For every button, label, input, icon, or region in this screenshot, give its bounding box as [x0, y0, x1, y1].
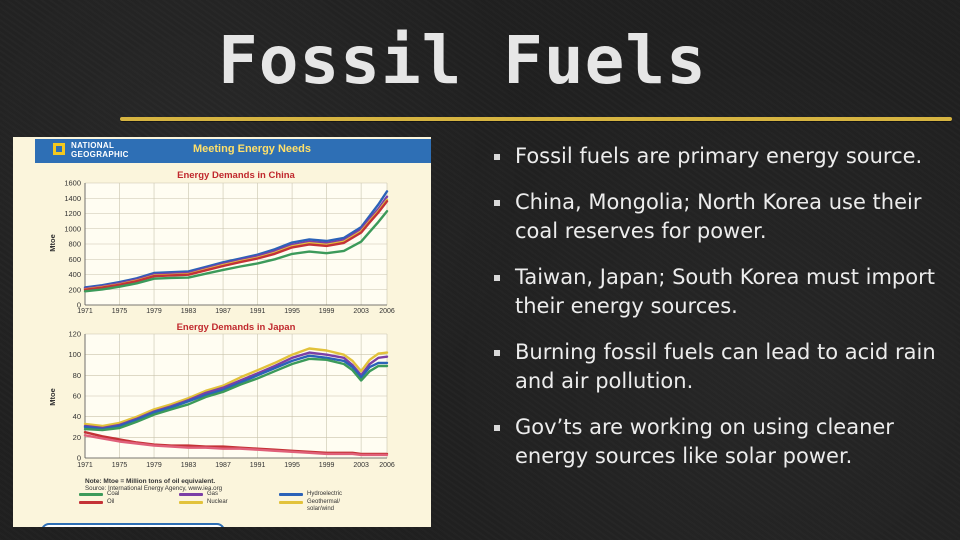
y-tick-label: 1400 [64, 194, 81, 203]
bullet-item: China, Mongolia; North Korea use their c… [494, 188, 944, 246]
y-tick-label: 800 [68, 240, 81, 249]
figure-source: Source: International Energy Agency, www… [85, 485, 223, 492]
bullet-text: China, Mongolia; North Korea use their c… [515, 190, 922, 243]
figure-bottom-tab [41, 523, 225, 527]
title-underline [120, 117, 952, 121]
y-tick-label: 100 [68, 350, 81, 359]
bullet-square-icon [494, 154, 500, 160]
bullet-item: Taiwan, Japan; South Korea must import t… [494, 263, 944, 321]
bullet-text: Taiwan, Japan; South Korea must import t… [515, 265, 935, 318]
y-axis-label: Mtoe [48, 234, 57, 252]
y-axis-label: Mtoe [48, 388, 57, 406]
chart-legend: Coal Oil Gas Nuclear Hydroelectric Geothermal… [79, 491, 389, 523]
series-line [83, 357, 389, 432]
x-tick-label: 2003 [353, 308, 369, 315]
publisher-name: NATIONAL GEOGRAPHIC [71, 141, 129, 159]
legend-swatch [279, 501, 303, 504]
x-tick-label: 1991 [250, 462, 266, 469]
x-tick-label: 2006 [379, 308, 395, 315]
x-tick-label: 2006 [379, 462, 395, 469]
bullet-text: Fossil fuels are primary energy source. [515, 144, 923, 168]
legend-label: Coal [107, 491, 120, 497]
chart-title: Energy Demands in Japan [177, 322, 296, 333]
energy-figure: NATIONAL GEOGRAPHIC Meeting Energy Needs… [13, 137, 431, 527]
y-tick-label: 80 [73, 371, 81, 380]
bullet-item: Burning fossil fuels can lead to acid ra… [494, 338, 944, 396]
bullet-item: Gov’ts are working on using cleaner ener… [494, 413, 944, 471]
bullet-text: Gov’ts are working on using cleaner ener… [515, 415, 894, 468]
legend-swatch [279, 493, 303, 496]
bullet-square-icon [494, 350, 500, 356]
x-tick-label: 2003 [353, 462, 369, 469]
legend-item: Oil [79, 499, 114, 506]
slide-title: Fossil Fuels [218, 22, 707, 99]
x-tick-label: 1987 [215, 462, 231, 469]
bullet-square-icon [494, 425, 500, 431]
legend-label: Hydroelectric [307, 491, 343, 497]
series-line [83, 354, 389, 431]
bullet-square-icon [494, 200, 500, 206]
y-tick-label: 0 [77, 301, 81, 310]
x-tick-label: 1987 [215, 308, 231, 315]
series-line [83, 190, 389, 289]
legend-item: Geothermal/ solar/wind [279, 499, 340, 513]
y-tick-label: 1600 [64, 179, 81, 188]
legend-label: Geothermal/ solar/wind [307, 499, 341, 512]
legend-label: Nuclear [207, 499, 228, 505]
legend-item: Gas [179, 491, 218, 498]
series-line [83, 209, 389, 293]
y-tick-label: 400 [68, 270, 81, 279]
legend-item: Nuclear [179, 499, 228, 506]
x-tick-label: 1999 [319, 308, 335, 315]
x-tick-label: 1975 [112, 462, 128, 469]
legend-swatch [179, 501, 203, 504]
figure-note: Note: Mtoe = Million tons of oil equival… [85, 478, 215, 485]
chart-title: Energy Demands in China [177, 170, 295, 181]
x-tick-label: 1975 [112, 308, 128, 315]
y-tick-label: 200 [68, 285, 81, 294]
series-line [83, 434, 389, 457]
national-geographic-logo-icon [53, 143, 65, 155]
y-tick-label: 40 [73, 412, 81, 421]
y-tick-label: 600 [68, 255, 81, 264]
y-tick-label: 60 [73, 392, 81, 401]
figure-header: NATIONAL GEOGRAPHIC Meeting Energy Needs [35, 139, 431, 163]
y-tick-label: 1000 [64, 224, 81, 233]
x-tick-label: 1991 [250, 308, 266, 315]
y-tick-label: 20 [73, 433, 81, 442]
charts-svg: Energy Demands in China02004006008001000… [48, 170, 395, 492]
legend-label: Oil [107, 499, 115, 505]
x-tick-label: 1971 [77, 308, 93, 315]
x-tick-label: 1979 [146, 308, 162, 315]
legend-swatch [179, 493, 203, 496]
series-line [83, 200, 389, 292]
legend-item: Coal [79, 491, 119, 498]
series-line [83, 347, 389, 428]
x-tick-label: 1979 [146, 462, 162, 469]
y-tick-label: 1200 [64, 209, 81, 218]
x-tick-label: 1995 [284, 308, 300, 315]
y-tick-label: 120 [68, 330, 81, 339]
figure-title: Meeting Energy Needs [193, 143, 311, 155]
x-tick-label: 1983 [181, 462, 197, 469]
x-tick-label: 1983 [181, 308, 197, 315]
bullet-item: Fossil fuels are primary energy source. [494, 142, 944, 171]
x-tick-label: 1971 [77, 462, 93, 469]
legend-swatch [79, 493, 103, 496]
bullet-text: Burning fossil fuels can lead to acid ra… [515, 340, 936, 393]
legend-label: Gas [207, 491, 219, 497]
legend-item: Hydroelectric [279, 491, 342, 498]
bullet-square-icon [494, 275, 500, 281]
bullet-list: Fossil fuels are primary energy source. C… [494, 142, 944, 488]
x-tick-label: 1995 [284, 462, 300, 469]
y-tick-label: 0 [77, 454, 81, 463]
legend-swatch [79, 501, 103, 504]
x-tick-label: 1999 [319, 462, 335, 469]
